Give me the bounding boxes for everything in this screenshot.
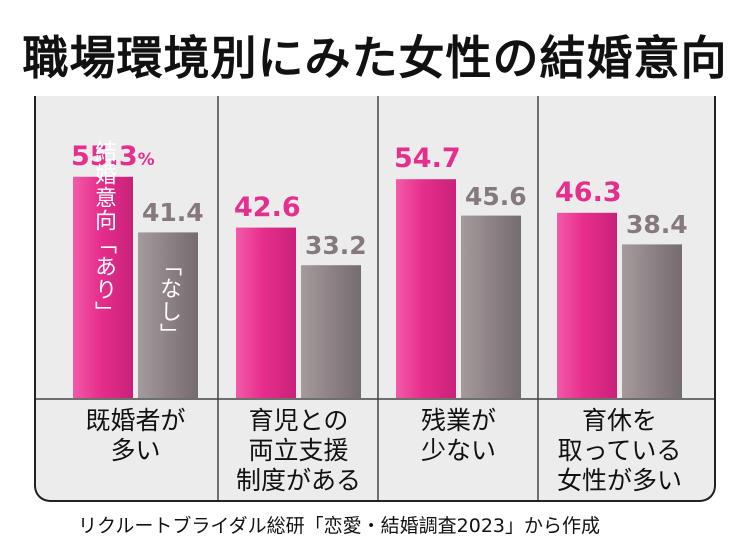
value-label-no: 45.6 <box>465 181 527 211</box>
category-label: 育児との 両立支援 制度がある <box>235 406 361 495</box>
chart-title: 職場環境別にみた女性の結婚意向 <box>22 31 728 85</box>
value-label-no: 33.2 <box>305 231 367 261</box>
bar-no <box>461 215 521 398</box>
category-label: 既婚者が 多い <box>85 406 186 465</box>
bar-yes <box>396 179 456 398</box>
legend-label-yes: 結婚意向「あり」 <box>91 140 116 324</box>
bar-yes <box>236 227 296 398</box>
value-label-yes: 54.7 <box>394 143 461 175</box>
chart-panel: 55.3% 41.4 既婚者が 多い 42.6 33.2 育児との 両立支援 制度がある 5… <box>34 96 716 502</box>
bar-chart <box>36 96 714 500</box>
category-label: 残業が 少ない <box>420 406 496 465</box>
bar-no <box>138 232 198 398</box>
value-label-yes: 46.3 <box>555 176 622 208</box>
bar-no <box>622 244 682 398</box>
bar-yes <box>73 176 133 398</box>
unit-label: % <box>137 149 155 170</box>
bar-no <box>301 265 361 398</box>
bar-yes <box>557 212 617 398</box>
category-label: 育休を 取っている 女性が多い <box>556 406 682 495</box>
value-label-yes: 55.3% <box>71 140 155 172</box>
value-label-yes: 42.6 <box>234 191 301 223</box>
source-note: リクルートブライダル総研「恋愛・結婚調査2023」から作成 <box>78 515 601 537</box>
value-label-no: 38.4 <box>626 210 688 240</box>
value-label-no: 41.4 <box>142 198 204 228</box>
legend-label-no: 「なし」 <box>156 254 181 346</box>
